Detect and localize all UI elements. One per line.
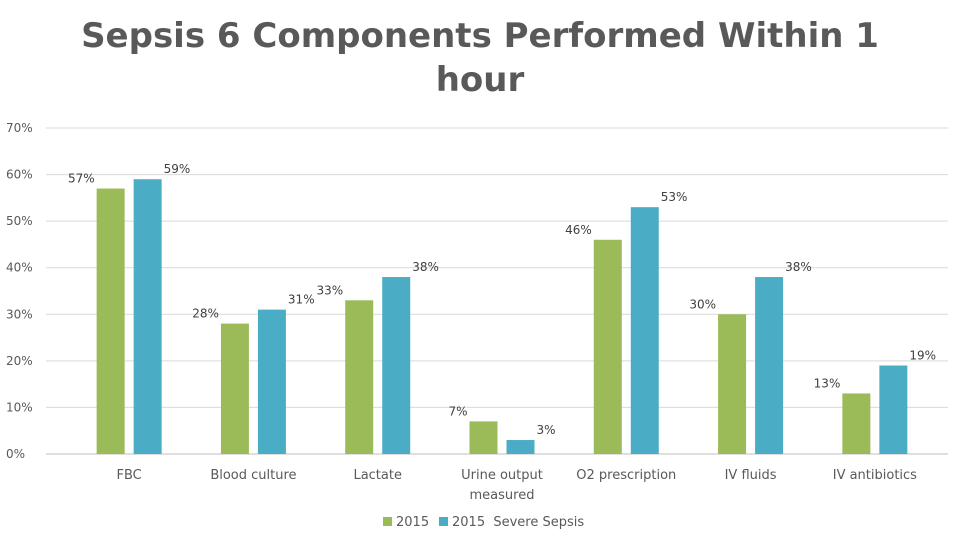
bar-series2 — [630, 207, 659, 454]
data-label: 30% — [689, 297, 716, 311]
data-label: 38% — [785, 260, 812, 274]
data-label: 59% — [164, 162, 191, 176]
data-label: 57% — [68, 172, 95, 186]
bar-series1 — [593, 239, 622, 454]
data-label: 19% — [909, 349, 936, 363]
y-axis-ticks: 0% 10% 20% 30% 40% 50% 60% 70% — [6, 121, 33, 461]
category-label: Lactate — [353, 468, 402, 483]
category-label: IV antibiotics — [833, 468, 917, 483]
y-tick-label: 30% — [6, 307, 33, 321]
bar-series2 — [879, 365, 908, 454]
y-tick-label: 40% — [6, 261, 33, 275]
data-label: 13% — [814, 376, 841, 390]
bar-series2 — [133, 179, 162, 454]
bar-series1 — [220, 323, 249, 454]
bar-series2 — [257, 309, 286, 454]
legend-label: 2015 Severe Sepsis — [452, 515, 584, 530]
legend: 2015 2015 Severe Sepsis — [383, 515, 584, 530]
gridlines — [46, 127, 948, 455]
bar-series1 — [345, 300, 374, 454]
y-tick-label: 70% — [6, 121, 33, 135]
data-label: 33% — [317, 283, 344, 297]
category-label: Urine output — [461, 468, 543, 483]
category-label: FBC — [117, 468, 142, 483]
bar-series1 — [842, 393, 871, 454]
y-tick-label: 0% — [6, 447, 25, 461]
chart-title: Sepsis 6 Components Performed Within 1 h… — [81, 16, 879, 100]
x-axis-categories: FBC Blood culture Lactate Urine output measu… — [117, 468, 918, 503]
category-label: Blood culture — [210, 468, 296, 483]
data-label: 7% — [448, 404, 467, 418]
data-label: 31% — [288, 293, 315, 307]
data-label: 3% — [537, 423, 556, 437]
bar-series1 — [469, 421, 498, 454]
category-label: IV fluids — [725, 468, 777, 483]
legend-swatch — [439, 517, 448, 526]
bar-series2 — [755, 277, 784, 454]
bar-series2 — [506, 440, 535, 454]
data-label: 28% — [192, 307, 219, 321]
y-tick-label: 20% — [6, 354, 33, 368]
y-tick-label: 60% — [6, 168, 33, 182]
y-tick-label: 50% — [6, 214, 33, 228]
bar-series2 — [382, 277, 411, 454]
bar-series1 — [718, 314, 747, 454]
legend-label: 2015 — [396, 515, 429, 530]
data-label: 46% — [565, 223, 592, 237]
y-tick-label: 10% — [6, 400, 33, 414]
bar-series1 — [96, 188, 125, 455]
data-labels: 57% 59% 28% 31%33% 38% 7% 3% 46% 53% 30% 38% 13% 19% — [68, 162, 936, 437]
category-label: measured — [470, 488, 535, 503]
bars — [96, 179, 908, 455]
legend-swatch — [383, 517, 392, 526]
category-label: O2 prescription — [576, 468, 676, 483]
data-label: 38% — [412, 260, 439, 274]
data-label: 53% — [661, 190, 688, 204]
